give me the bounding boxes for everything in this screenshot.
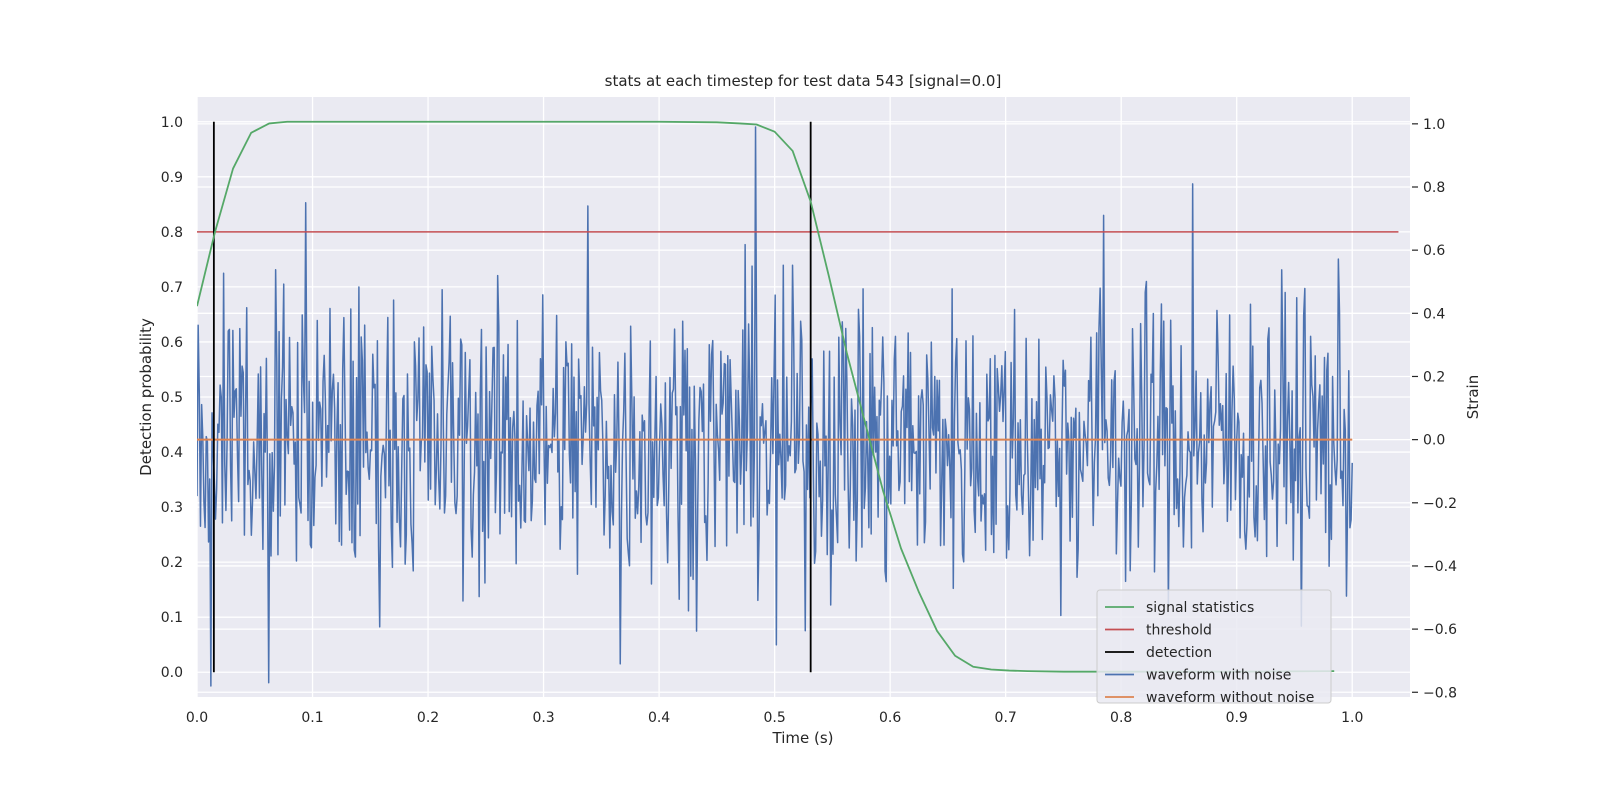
y-left-tick-label: 1.0 bbox=[161, 115, 183, 131]
x-tick-label: 0.8 bbox=[1110, 710, 1132, 726]
y-right-tick-label: 0.6 bbox=[1423, 243, 1445, 259]
x-tick-label: 0.4 bbox=[648, 710, 670, 726]
y-left-tick-label: 0.8 bbox=[161, 225, 183, 241]
legend-label: waveform without noise bbox=[1146, 690, 1314, 706]
y-axis-left-label: Detection probability bbox=[137, 318, 155, 476]
y-axis-right-label: Strain bbox=[1464, 375, 1482, 419]
y-axis-left: 0.0 0.1 0.2 0.3 0.4 0.5 0.6 0.7 0.8 0.9 1.0 bbox=[161, 115, 183, 681]
y-left-tick-label: 0.5 bbox=[161, 390, 183, 406]
y-left-tick-label: 0.2 bbox=[161, 555, 183, 571]
y-right-tick-label: 0.2 bbox=[1423, 369, 1445, 385]
y-left-tick-label: 0.7 bbox=[161, 280, 183, 296]
series-signal-statistics bbox=[197, 120, 1335, 673]
x-tick-label: 0.9 bbox=[1226, 710, 1248, 726]
y-right-tick-label: −0.4 bbox=[1423, 559, 1457, 575]
y-left-tick-label: 0.9 bbox=[161, 170, 183, 186]
x-axis-label: Time (s) bbox=[772, 729, 834, 747]
y-right-tick-label: −0.6 bbox=[1423, 622, 1457, 638]
x-tick-label: 0.6 bbox=[879, 710, 901, 726]
y-right-tick-label: 1.0 bbox=[1423, 117, 1445, 133]
x-tick-label: 0.1 bbox=[301, 710, 323, 726]
y-right-tick-label: 0.0 bbox=[1423, 433, 1445, 449]
x-tick-label: 0.7 bbox=[995, 710, 1017, 726]
chart-title: stats at each timestep for test data 543… bbox=[605, 72, 1002, 90]
x-tick-label: 0.2 bbox=[417, 710, 439, 726]
legend: signal statistics threshold detection wavef… bbox=[1096, 589, 1332, 706]
y-left-tick-label: 0.4 bbox=[161, 445, 183, 461]
plot-area bbox=[197, 120, 1399, 687]
y-right-tick-label: −0.8 bbox=[1423, 685, 1457, 701]
legend-label: threshold bbox=[1146, 623, 1212, 639]
y-left-tick-label: 0.3 bbox=[161, 500, 183, 516]
x-tick-label: 0.0 bbox=[186, 710, 208, 726]
y-right-tick-label: 0.8 bbox=[1423, 180, 1445, 196]
x-tick-label: 1.0 bbox=[1341, 710, 1363, 726]
y-axis-right: −0.8 −0.6 −0.4 −0.2 0.0 0.2 0.4 0.6 0.8 1.0 bbox=[1412, 117, 1457, 701]
x-tick-label: 0.5 bbox=[763, 710, 785, 726]
legend-box bbox=[1096, 589, 1332, 704]
y-left-tick-label: 0.1 bbox=[161, 610, 183, 626]
legend-label: waveform with noise bbox=[1146, 668, 1291, 684]
legend-label: detection bbox=[1146, 645, 1212, 661]
x-axis: 0.0 0.1 0.2 0.3 0.4 0.5 0.6 0.7 0.8 0.9 1.0 bbox=[186, 710, 1364, 726]
y-right-tick-label: −0.2 bbox=[1423, 496, 1457, 512]
y-left-tick-label: 0.6 bbox=[161, 335, 183, 351]
y-left-tick-label: 0.0 bbox=[161, 665, 183, 681]
y-right-tick-label: 0.4 bbox=[1423, 306, 1445, 322]
x-tick-label: 0.3 bbox=[532, 710, 554, 726]
series-waveform-with-noise bbox=[197, 126, 1353, 687]
legend-label: signal statistics bbox=[1146, 600, 1254, 616]
